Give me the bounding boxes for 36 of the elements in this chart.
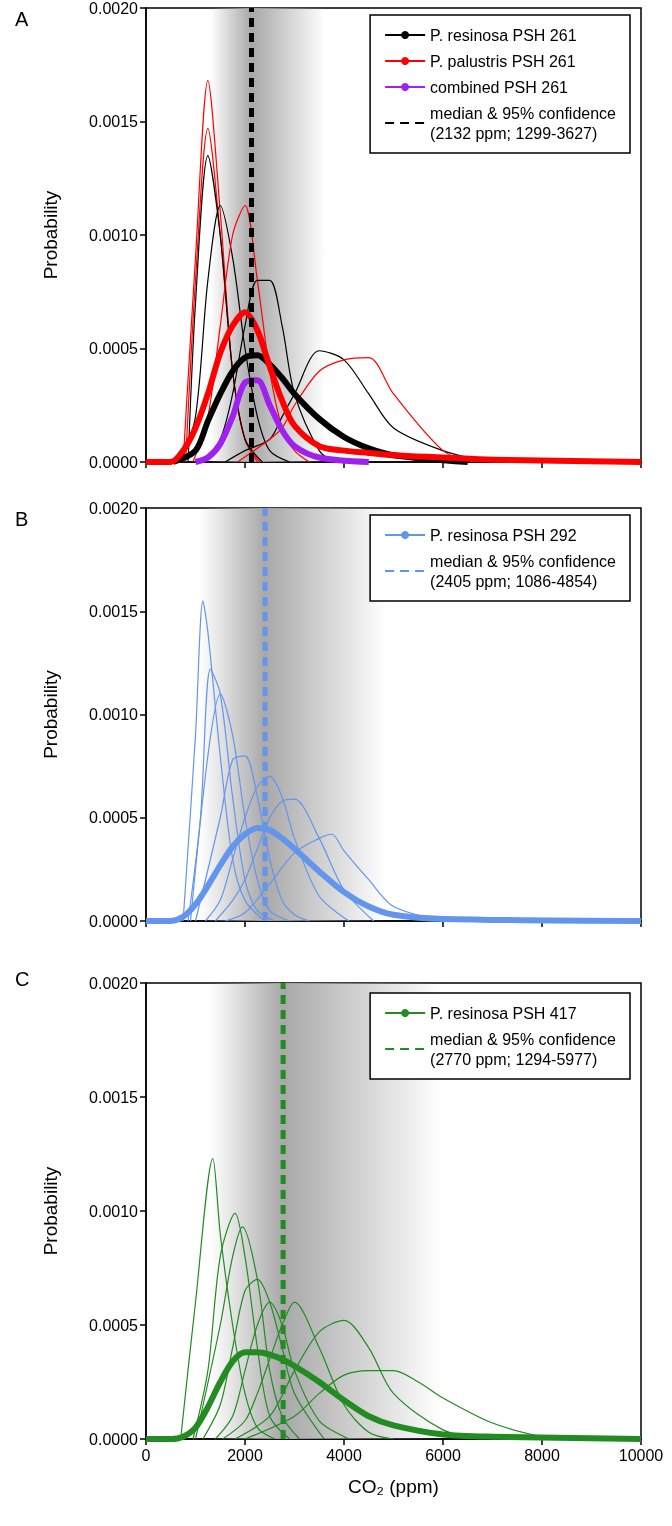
x-tick-label: 10000 bbox=[618, 1446, 664, 1464]
y-tick-label: 0.0000 bbox=[89, 1430, 139, 1448]
legend-label: P. resinosa PSH 292 bbox=[430, 526, 577, 544]
legend-label: P. palustris PSH 261 bbox=[430, 52, 576, 70]
y-tick-label: 0.0000 bbox=[89, 912, 139, 930]
y-axis-title: Probability bbox=[40, 669, 61, 759]
x-tick-label: 2000 bbox=[227, 1446, 263, 1464]
x-axis-title: CO₂ (ppm) bbox=[348, 1476, 439, 1497]
y-tick-label: 0.0005 bbox=[89, 340, 139, 357]
x-tick-label: 6000 bbox=[425, 1446, 461, 1464]
y-tick-label: 0.0015 bbox=[89, 113, 139, 130]
y-tick-label: 0.0015 bbox=[89, 1088, 139, 1106]
y-tick-label: 0.0005 bbox=[89, 809, 139, 827]
y-tick-label: 0.0020 bbox=[89, 0, 139, 17]
legend-label: P. resinosa PSH 261 bbox=[430, 26, 577, 44]
legend-label: median & 95% confidence (2770 ppm; 1294-5977) bbox=[430, 1030, 617, 1068]
y-tick-label: 0.0015 bbox=[89, 602, 139, 620]
legend-label: P. resinosa PSH 417 bbox=[430, 1004, 577, 1022]
chart-title: C bbox=[15, 968, 30, 990]
y-tick-label: 0.0010 bbox=[89, 706, 139, 723]
chart-title: B bbox=[15, 508, 29, 530]
y-tick-label: 0.0020 bbox=[89, 974, 139, 992]
y-tick-label: 0.0005 bbox=[89, 1316, 139, 1334]
y-tick-label: 0.0010 bbox=[89, 1202, 139, 1220]
x-tick-label: 0 bbox=[141, 1446, 151, 1464]
legend-label: combined PSH 261 bbox=[430, 78, 569, 96]
legend-label: median & 95% confidence (2405 ppm; 1086-4854) bbox=[430, 552, 617, 590]
y-tick-label: 0.0020 bbox=[89, 499, 139, 517]
y-axis-title: Probability bbox=[40, 190, 61, 280]
x-tick-label: 8000 bbox=[524, 1446, 560, 1464]
x-tick-label: 4000 bbox=[326, 1446, 362, 1464]
y-tick-label: 0.0000 bbox=[89, 453, 139, 471]
y-axis-title: Probability bbox=[40, 1166, 61, 1256]
y-tick-label: 0.0010 bbox=[89, 226, 139, 244]
legend-label: median & 95% confidence (2132 ppm; 1299-3627) bbox=[430, 104, 617, 142]
chart-title: A bbox=[15, 8, 29, 30]
